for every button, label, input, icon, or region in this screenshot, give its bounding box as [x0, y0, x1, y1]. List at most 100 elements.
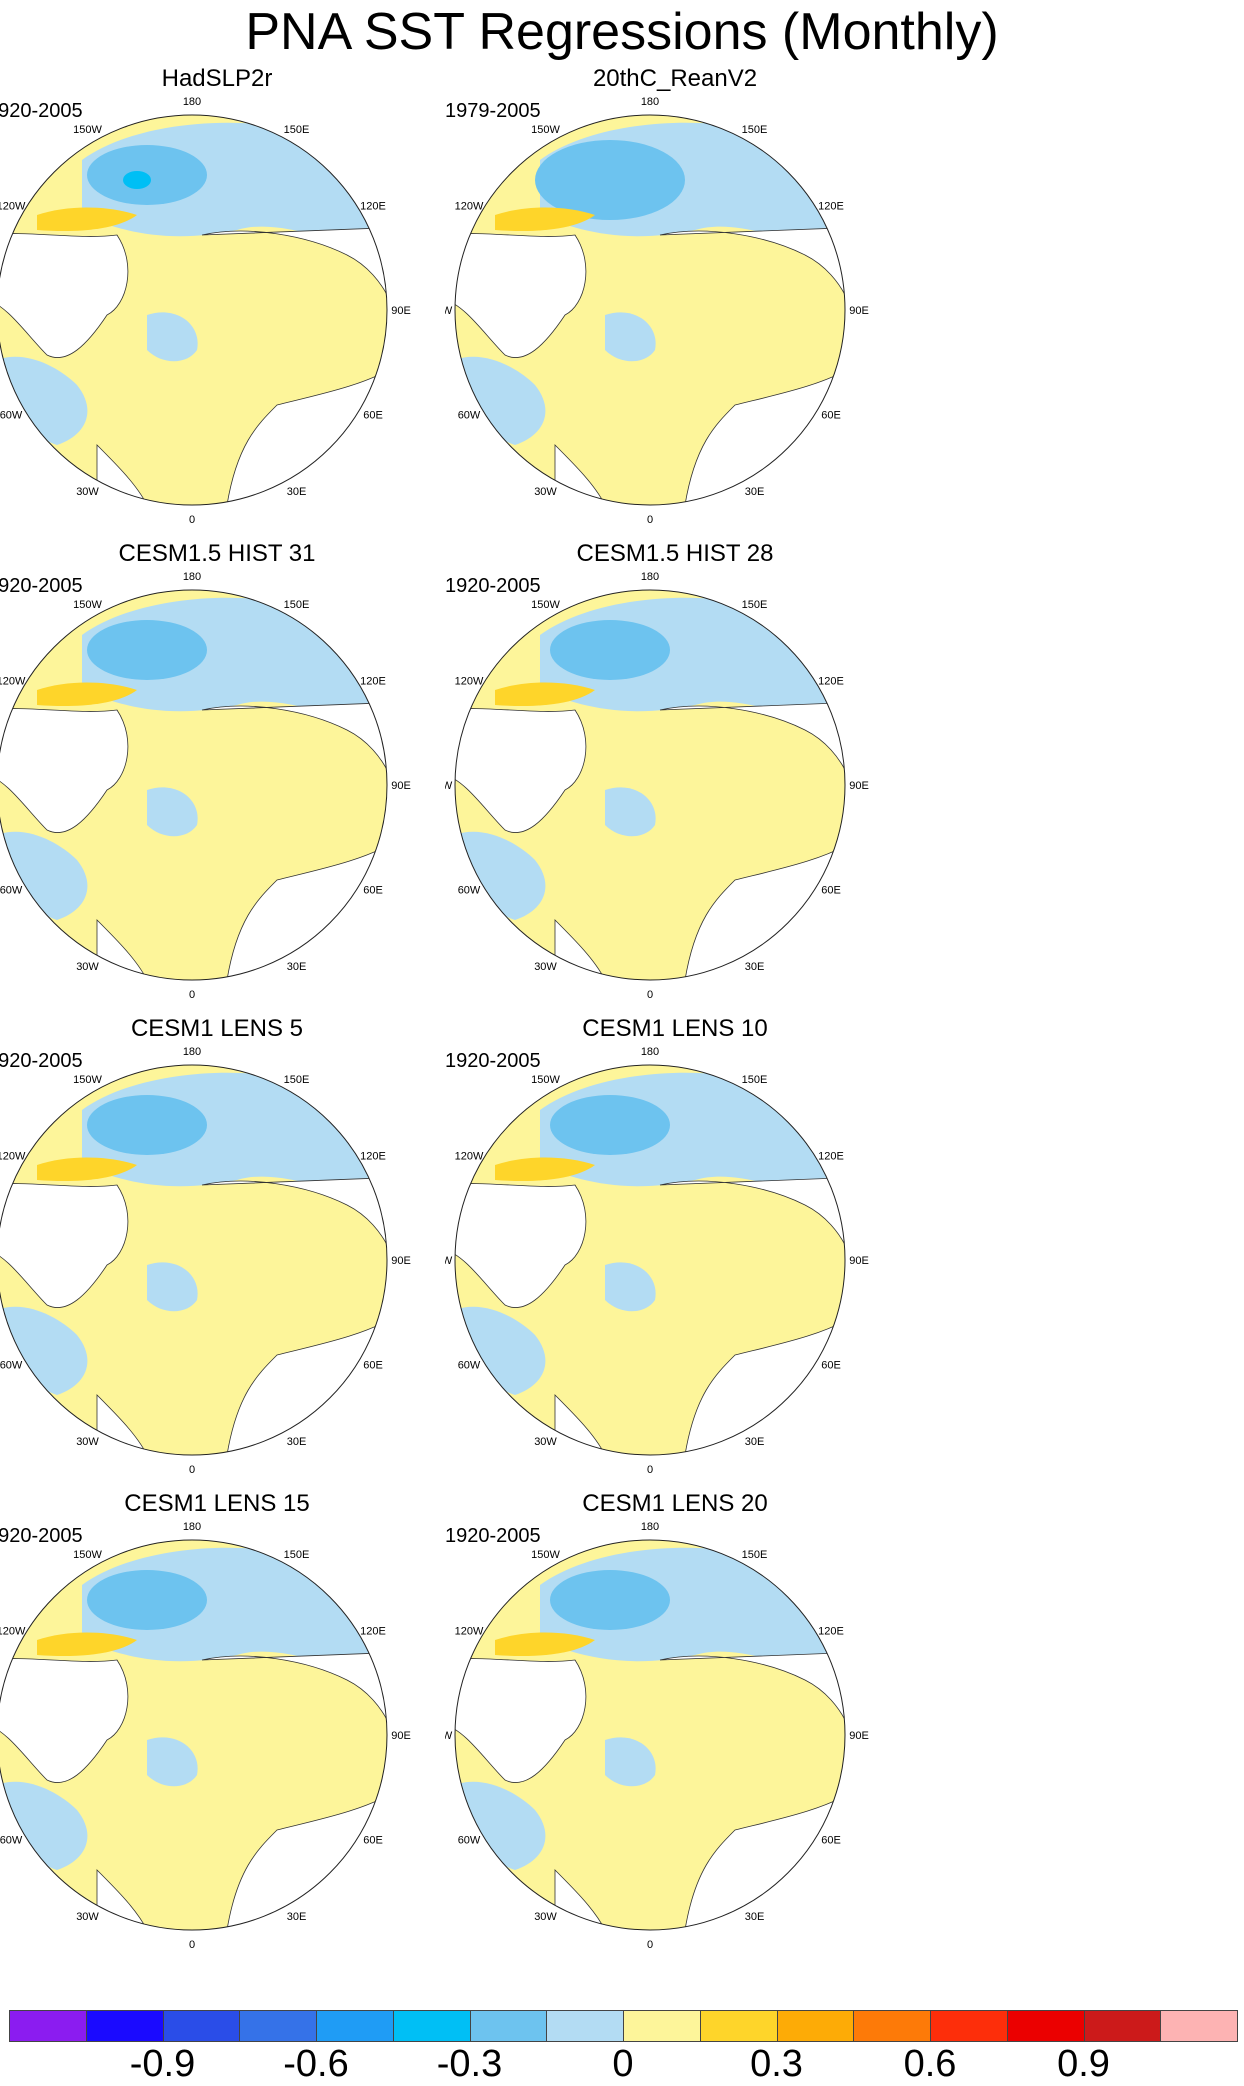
- longitude-label: 30W: [534, 486, 557, 498]
- panel-title: CESM1 LENS 15: [124, 1490, 310, 1517]
- colorbar-swatch: [776, 2010, 855, 2042]
- panel-period: 1920-2005: [0, 1525, 83, 1547]
- longitude-label: 180: [641, 1521, 659, 1533]
- longitude-label: 60W: [458, 1835, 481, 1847]
- panel-title: CESM1.5 HIST 28: [576, 540, 774, 567]
- map-panel: 180150E120E90E60E30E030W60W90W120W150WCE…: [0, 1015, 447, 1485]
- longitude-label: 120W: [455, 1151, 484, 1163]
- panel-period: 1920-2005: [445, 575, 541, 597]
- panel-title: CESM1 LENS 5: [130, 1015, 304, 1042]
- longitude-label: 180: [641, 96, 659, 108]
- polar-map: 180150E120E90E60E30E030W60W90W120W150W: [445, 571, 869, 1001]
- longitude-label: 90E: [391, 305, 411, 317]
- longitude-label: 150E: [284, 599, 310, 611]
- longitude-label: 60E: [821, 885, 841, 897]
- longitude-label: 30E: [745, 961, 765, 973]
- longitude-label: 150E: [284, 1074, 310, 1086]
- figure-title: PNA SST Regressions (Monthly): [245, 3, 999, 61]
- longitude-label: 30E: [745, 1911, 765, 1923]
- longitude-label: 150E: [284, 124, 310, 136]
- longitude-label: 0: [189, 514, 195, 526]
- colorbar-swatch: [392, 2010, 471, 2042]
- longitude-label: 60E: [363, 885, 383, 897]
- colorbar-swatch: [1083, 2010, 1162, 2042]
- longitude-label: 60E: [821, 1360, 841, 1372]
- longitude-label: 120W: [455, 1626, 484, 1638]
- longitude-label: 120E: [360, 201, 386, 213]
- longitude-label: 120W: [0, 1151, 26, 1163]
- polar-map: 180150E120E90E60E30E030W60W90W120W150W: [0, 571, 411, 1001]
- longitude-label: 90W: [445, 305, 453, 317]
- longitude-label: 150W: [73, 124, 102, 136]
- colorbar-tick-label: 0: [612, 2043, 634, 2085]
- panel-period: 1920-2005: [0, 100, 83, 122]
- panel-period: 1920-2005: [0, 575, 83, 597]
- colorbar-tick-label: -0.6: [283, 2043, 349, 2085]
- colorbar: [9, 2010, 1238, 2044]
- longitude-label: 120W: [0, 1626, 26, 1638]
- longitude-label: 30E: [745, 1436, 765, 1448]
- panel-title: CESM1 LENS 20: [582, 1490, 768, 1517]
- map-panel: 180150E120E90E60E30E030W60W90W120W150WHa…: [0, 65, 447, 535]
- longitude-label: 60W: [0, 1835, 23, 1847]
- map-panel: 180150E120E90E60E30E030W60W90W120W150WCE…: [445, 1490, 905, 1960]
- colorbar-tick-label: 0.6: [903, 2043, 957, 2085]
- colorbar-swatch: [9, 2010, 87, 2042]
- longitude-label: 180: [183, 96, 201, 108]
- longitude-label: 0: [647, 514, 653, 526]
- longitude-label: 60E: [363, 410, 383, 422]
- longitude-label: 60E: [821, 410, 841, 422]
- longitude-label: 150W: [531, 599, 560, 611]
- longitude-label: 60W: [458, 885, 481, 897]
- longitude-label: 60W: [458, 410, 481, 422]
- longitude-label: 30E: [287, 1911, 307, 1923]
- colorbar-swatch: [316, 2010, 394, 2042]
- longitude-label: 0: [189, 989, 195, 1001]
- polar-map: 180150E120E90E60E30E030W60W90W120W150W: [0, 1046, 411, 1476]
- longitude-label: 30W: [76, 1436, 99, 1448]
- polar-map: 180150E120E90E60E30E030W60W90W120W150W: [0, 1521, 411, 1951]
- longitude-label: 30E: [745, 486, 765, 498]
- longitude-label: 0: [189, 1939, 195, 1951]
- longitude-label: 30E: [287, 1436, 307, 1448]
- panel-period: 1920-2005: [445, 1525, 541, 1547]
- colorbar-swatch: [1006, 2010, 1085, 2042]
- longitude-label: 0: [647, 1464, 653, 1476]
- map-panel: 180 150E 120E 90E 60E 30E 0 30W 60W 90W 120W 150W 20…: [445, 65, 905, 535]
- colorbar-tick-label: 0.3: [750, 2043, 803, 2085]
- polar-map: 180150E120E90E60E30E030W60W90W120W150W: [0, 96, 411, 526]
- panel-period: 1920-2005: [445, 1050, 541, 1072]
- longitude-label: 120E: [360, 1151, 386, 1163]
- colorbar-swatch: [85, 2010, 164, 2042]
- longitude-label: 60E: [821, 1835, 841, 1847]
- longitude-label: 60W: [0, 885, 23, 897]
- longitude-label: 60W: [0, 1360, 23, 1372]
- longitude-label: 30W: [76, 961, 99, 973]
- longitude-label: 90E: [849, 1255, 869, 1267]
- longitude-label: 0: [189, 1464, 195, 1476]
- polar-map: 180150E120E90E60E30E030W60W90W120W150W: [445, 1046, 869, 1476]
- longitude-label: 60W: [458, 1360, 481, 1372]
- longitude-label: 30W: [534, 1911, 557, 1923]
- panel-period: 1979-2005: [445, 100, 541, 122]
- longitude-label: 0: [647, 989, 653, 1001]
- map-panel: 180150E120E90E60E30E030W60W90W120W150WCE…: [0, 1490, 447, 1960]
- longitude-label: 30W: [534, 1436, 557, 1448]
- longitude-label: 90E: [849, 780, 869, 792]
- longitude-label: 120E: [360, 676, 386, 688]
- panel-title: 20thC_ReanV2: [592, 65, 758, 92]
- longitude-label: 120E: [360, 1626, 386, 1638]
- longitude-label: 30W: [76, 486, 99, 498]
- colorbar-swatch: [1160, 2010, 1238, 2042]
- colorbar-swatch: [623, 2010, 701, 2042]
- polar-map: 180150E120E90E60E30E030W60W90W120W150W: [445, 96, 869, 526]
- colorbar-tick-label: -0.9: [129, 2043, 196, 2085]
- colorbar-swatch: [930, 2010, 1008, 2042]
- colorbar-swatch: [239, 2010, 317, 2042]
- longitude-label: 180: [183, 1046, 201, 1058]
- colorbar-swatch: [546, 2010, 624, 2042]
- longitude-label: 180: [641, 571, 659, 583]
- colorbar-tick-label: -0.3: [436, 2043, 503, 2085]
- longitude-label: 150W: [531, 1074, 560, 1086]
- longitude-label: 120W: [455, 676, 484, 688]
